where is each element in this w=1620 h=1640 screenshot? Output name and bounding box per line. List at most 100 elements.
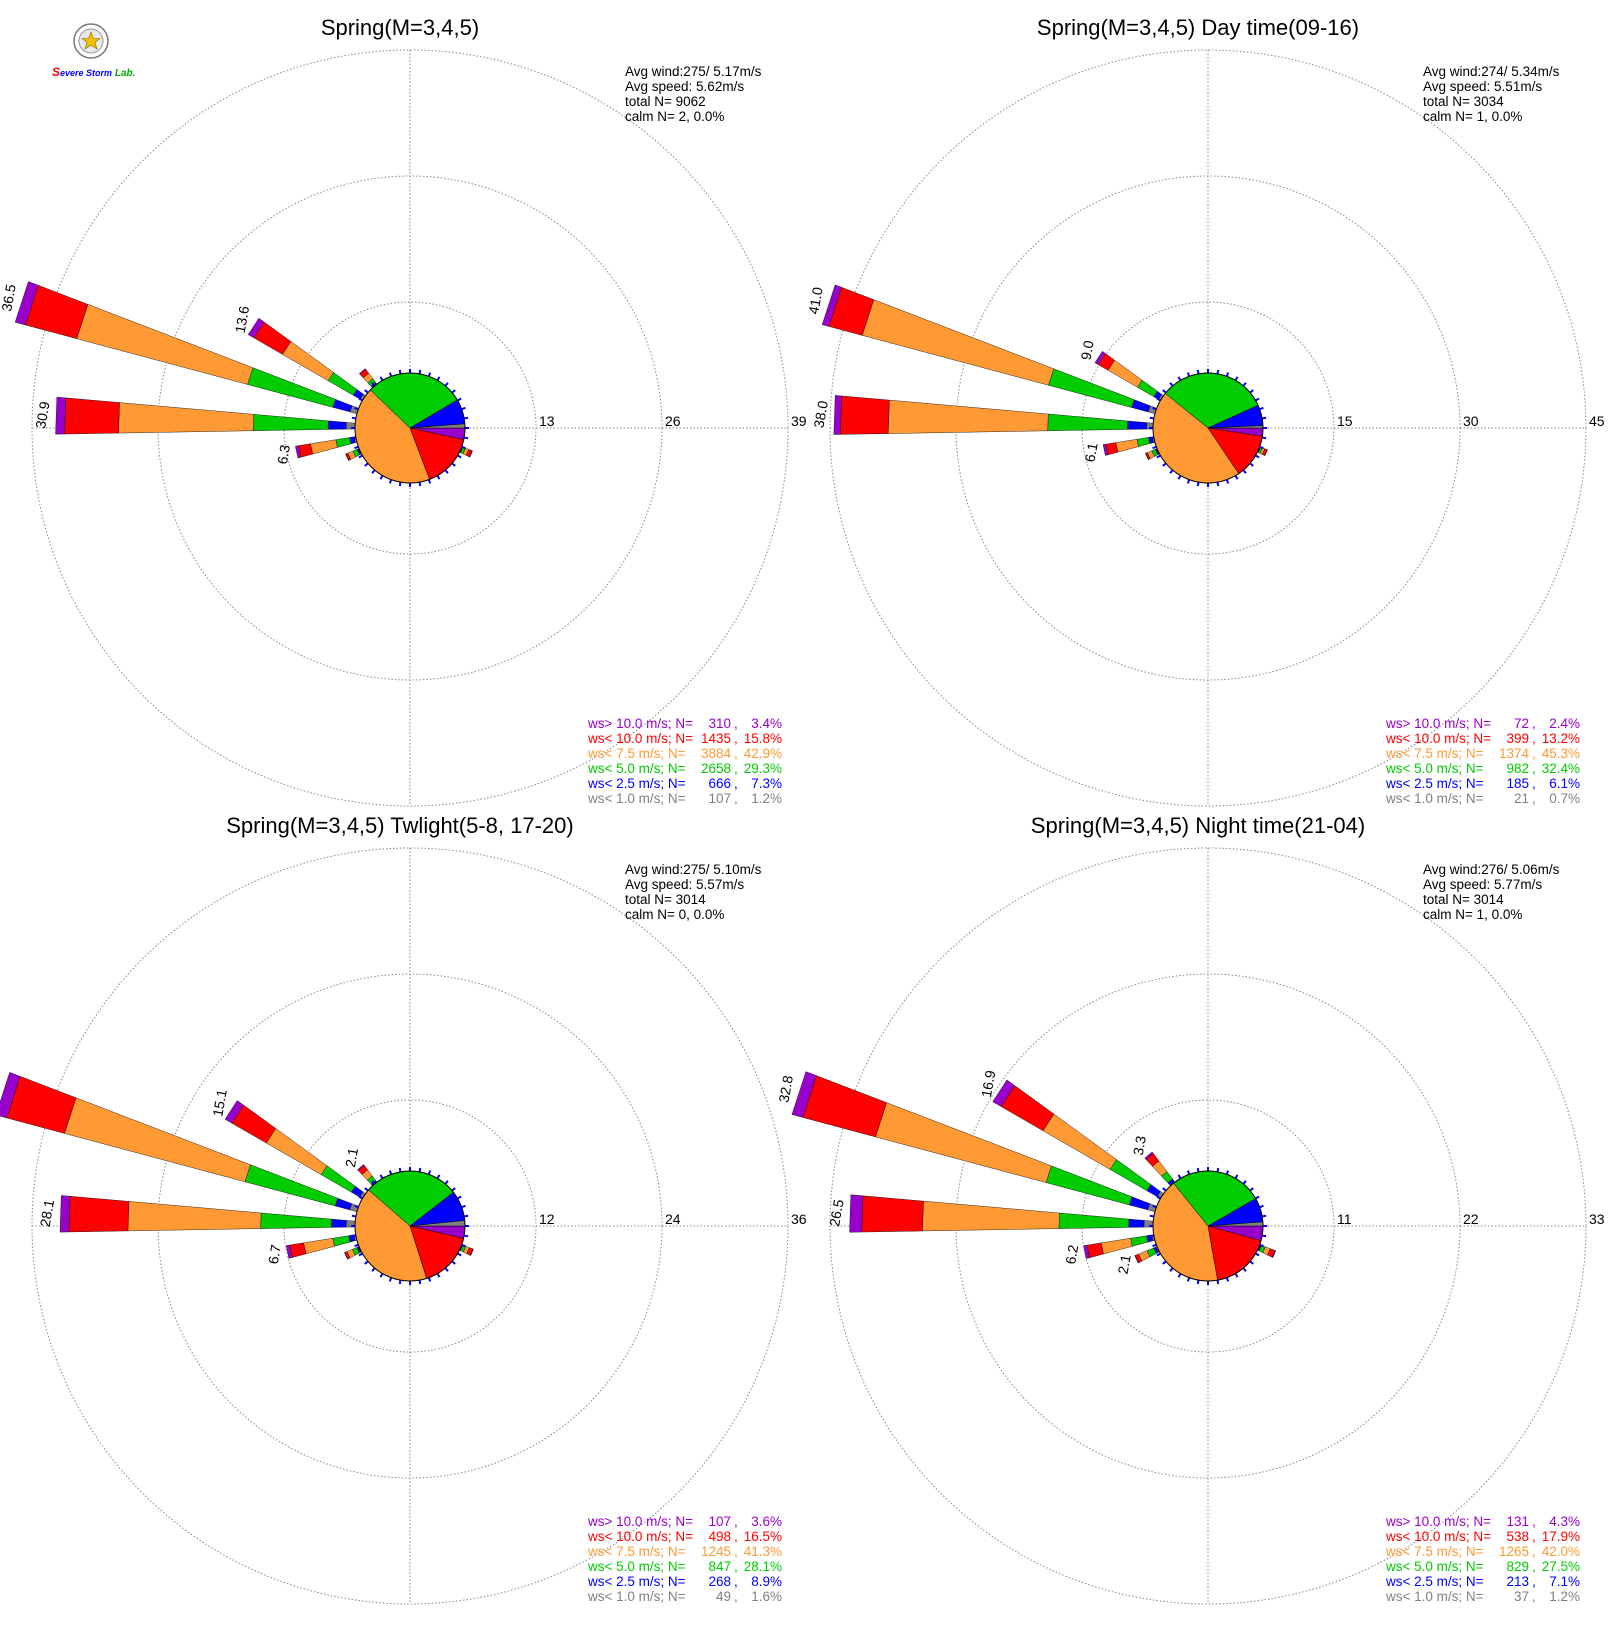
rim-tick [427,1277,432,1282]
rim-tick [1177,376,1182,381]
legend-label-lt10: ws< 10.0 m/s; N= [587,1529,693,1544]
rim-tick [371,1180,376,1185]
chart-title: Spring(M=3,4,5) Twlight(5-8, 17-20) [226,813,573,838]
rim-tick [358,397,363,402]
rim-tick [354,406,359,411]
rim-tick [1196,481,1200,487]
rim-tick [351,1234,357,1238]
legend-separator: , [734,1529,738,1544]
legend-percent: 42.0% [1542,1544,1580,1559]
rim-tick [436,1174,441,1179]
petal-label: 2.1 [342,1146,361,1168]
chart-title: Spring(M=3,4,5) [321,15,479,40]
petal-segment-lt7_5 [303,1238,335,1255]
legend-label-lt2_5: ws< 2.5 m/s; N= [1385,776,1484,791]
ring-label: 11 [1337,1211,1352,1227]
petal-segment-gt10 [1271,1250,1277,1258]
petal-272: 38.0 [811,395,1154,435]
rim-tick [1261,436,1267,440]
rim-tick [1255,1252,1260,1257]
legend-separator: , [1532,1574,1536,1589]
petal-segment-lt5 [327,372,358,396]
legend-count: 131 [1506,1514,1529,1529]
petal-label: 28.1 [37,1198,58,1228]
petal-segment-lt5 [1130,1235,1149,1247]
rim-tick [398,1167,402,1173]
rim-tick [451,1260,456,1265]
petal-segment-lt10 [1086,1242,1104,1258]
petal-segment-lt5 [1136,437,1151,447]
rim-tick [444,469,449,474]
rim-tick [436,376,441,381]
legend-count: 49 [716,1589,731,1604]
stats-line: Avg wind:275/ 5.17m/s [625,64,762,79]
legend-count: 310 [708,716,731,731]
rim-tick [1169,1267,1174,1272]
stats-line: total N= 3014 [625,892,706,907]
rim-tick [388,1170,393,1175]
legend-separator: , [1532,716,1536,731]
rim-tick [461,1204,466,1209]
wind-rose-panel-1: Spring(M=3,4,5) 13 26 39 30.9 36.5 13.6 6.3 Avg … [0,15,807,807]
rim-tick [1169,469,1174,474]
legend-separator: , [1532,1559,1536,1574]
pie-outline [1152,1170,1264,1282]
rim-tick [1249,389,1254,394]
rim-tick [418,1167,422,1173]
rim-tick [418,369,422,375]
petal-segment-gt10 [791,1071,817,1118]
legend-label-lt7_5: ws< 7.5 m/s; N= [587,746,686,761]
rim-tick [463,1214,469,1218]
legend-count: 1435 [701,731,731,746]
legend-label-lt7_5: ws< 7.5 m/s; N= [1385,746,1484,761]
petal-segment-gt10 [345,453,350,461]
rim-tick [1162,462,1167,467]
petal-label: 13.6 [232,304,253,334]
petal-272: 28.1 [37,1195,356,1233]
legend-count: 982 [1506,761,1529,776]
legend-label-lt7_5: ws< 7.5 m/s; N= [587,1544,686,1559]
rim-tick [1186,372,1191,377]
legend-separator: , [734,791,738,806]
legend-label-gt10: ws> 10.0 m/s; N= [1385,716,1491,731]
rim-tick [379,1174,384,1179]
stats-line: calm N= 1, 0.0% [1423,907,1522,922]
legend-percent: 7.3% [751,776,782,791]
legend-count: 399 [1506,731,1529,746]
legend-separator: , [1532,1514,1536,1529]
legend-label-lt1: ws< 1.0 m/s; N= [1385,1589,1484,1604]
rim-tick [457,1252,462,1257]
petal-258: 6.3 [274,436,358,465]
ring-label: 30 [1463,413,1479,429]
rim-tick [1259,445,1264,450]
petal-segment-lt7_5 [1042,1113,1117,1170]
legend-percent: 13.2% [1542,731,1580,746]
rim-tick [1225,479,1230,484]
rim-tick [1156,1195,1161,1200]
legend-separator: , [1532,1544,1536,1559]
ring-label: 24 [665,1211,681,1227]
petal-segment-lt2_5 [331,1218,347,1228]
legend-count: 1265 [1499,1544,1529,1559]
legend-separator: , [734,1559,738,1574]
legend-count: 107 [708,791,731,806]
petal-label: 32.8 [775,1074,796,1104]
legend-count: 185 [1506,776,1529,791]
rim-tick [1196,1167,1200,1173]
rim-tick [1149,436,1155,440]
rim-tick [379,475,384,480]
legend-label-lt2_5: ws< 2.5 m/s; N= [1385,1574,1484,1589]
petal-label: 30.9 [32,400,53,430]
petal-segment-gt10 [1144,1151,1154,1160]
rim-tick [461,1243,466,1248]
rim-tick [1249,1260,1254,1265]
legend-separator: , [1532,776,1536,791]
legend-percent: 42.9% [744,746,782,761]
rim-tick [1261,1234,1267,1238]
stats-line: Avg wind:274/ 5.34m/s [1423,64,1560,79]
petal-segment-gt10 [992,1079,1015,1107]
rim-tick [1234,1174,1239,1179]
rim-tick [1186,1277,1191,1282]
rim-tick [398,369,402,375]
petal-label: 6.3 [274,443,293,465]
